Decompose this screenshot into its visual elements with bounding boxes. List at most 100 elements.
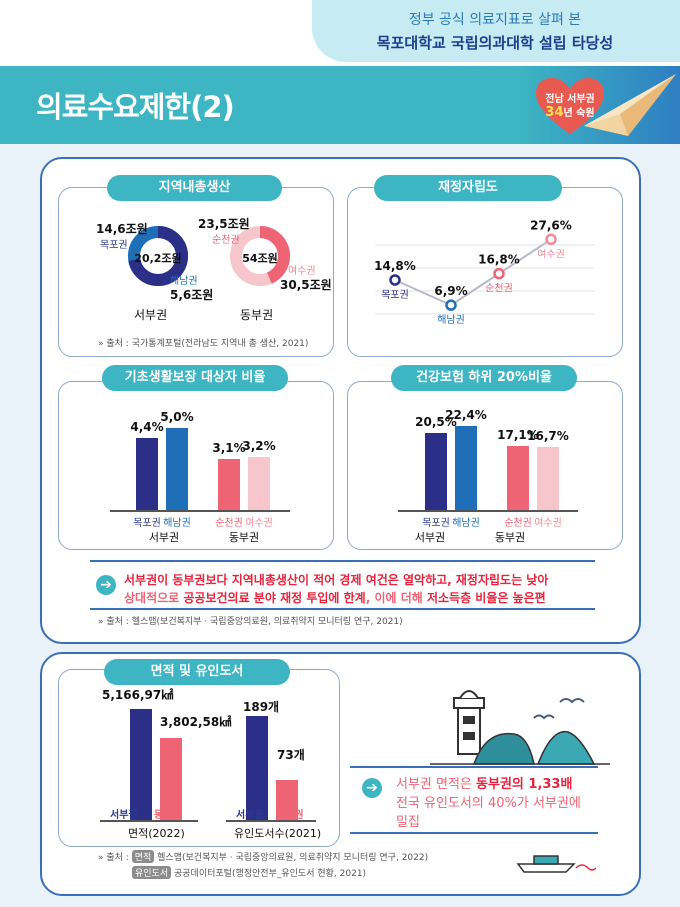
grdp-yeosu-label: 여수권 [288, 266, 316, 277]
fiscal-point [389, 274, 401, 286]
wave-icon [575, 864, 596, 871]
heart-icon [536, 78, 604, 134]
lighthouse-dome [459, 690, 479, 699]
bar-value-label: 16,7% [527, 429, 569, 444]
lighthouse-illustration [430, 690, 610, 765]
chevron-right-icon: » [98, 339, 107, 349]
grdp-yeosu-value: 30,5조원 [280, 278, 332, 292]
grdp-haenam-label: 해남권 [170, 276, 198, 287]
fiscal-category-label: 여수권 [537, 248, 565, 260]
fiscal-point [493, 267, 505, 280]
grdp-source: » 출처 : 국가통계포털(전라남도 지역내 총 생산, 2021) [98, 336, 308, 349]
bar [537, 447, 559, 510]
insurance-title: 건강보험 하위 20%비율 [391, 365, 577, 391]
fiscal-line-chart: 14,8% 목포권 6,9% 해남권 16,8% 순천권 27,6% 여수권 [374, 218, 595, 326]
lighthouse-icon [457, 705, 481, 755]
area-source-text2: 공공데이터포털(행정안전부_유인도서 현황, 2021) [174, 869, 367, 879]
bar [246, 716, 268, 820]
badge-line2: 34년 숙원 [534, 104, 606, 120]
island-east-label: 동부권 [276, 810, 304, 821]
paper-plane-icon [584, 74, 676, 136]
grdp-suncheon-value: 23,5조원 [198, 217, 250, 231]
donut-slice-suncheon [230, 226, 290, 286]
badge-line1: 전남 서부권 [545, 94, 595, 105]
bar [130, 709, 152, 820]
conclusion1-line2-c: , 이에 더해 [365, 591, 427, 605]
bar-category-label: 순천권 [504, 518, 532, 529]
grdp-west-caption: 서부권 [134, 308, 168, 322]
conclusion-divider-bottom [90, 608, 595, 610]
area-west-value: 5,166,97㎢ [102, 688, 174, 702]
west-donut [128, 226, 188, 286]
basic-living-box [58, 381, 334, 550]
island-west-value: 189개 [243, 700, 280, 714]
fiscal-value-label: 6,9% [434, 284, 467, 298]
bar [276, 779, 298, 820]
arrow-right-icon: ➔ [96, 575, 116, 595]
area-caption: 면적(2022) [128, 827, 185, 840]
source2-text: 출처 : 헬스맵(보건복지부 · 국립중앙의료원, 의료취약지 모니터링 연구,… [106, 617, 403, 627]
grdp-mokpo-label: 목포권 [100, 240, 128, 251]
bar-category-label: 여수권 [534, 518, 562, 529]
area-conclusion-divider-bottom [350, 832, 598, 834]
insurance-group-east: 동부권 [494, 531, 526, 544]
island-icon [536, 730, 596, 765]
bar-value-label: 3,1% [212, 441, 246, 456]
bar-category-label: 순천권 [215, 518, 243, 529]
bar-value-label: 3,2% [242, 439, 276, 454]
island-caption: 유인도서수(2021) [234, 827, 322, 840]
basic-living-group-west: 서부권 [148, 531, 180, 544]
grdp-haenam-value: 5,6조원 [170, 288, 214, 302]
area-source-tag1: 면적 [131, 850, 155, 863]
area-conclusion-l1a: 서부권 면적은 [396, 777, 477, 792]
conclusion1-line2-b: 공공보건의료 분야 재정 투입에 한계 [183, 591, 366, 605]
bird-icon [559, 698, 585, 704]
arrow-right-icon: ➔ [362, 778, 382, 798]
basic-living-group-east: 동부권 [228, 531, 260, 544]
badge-suffix: 년 숙원 [563, 108, 595, 119]
bar [166, 427, 188, 510]
conclusion1-line2: 상대적으로 공공보건의료 분야 재정 투입에 한계, 이에 더해 저소득층 비율… [124, 589, 546, 606]
bar [248, 457, 270, 510]
header-subtitle: 정부 공식 의료지표로 살펴 본 [408, 12, 582, 28]
area-east-label: 동부권 [154, 810, 182, 821]
conclusion1-line2-a: 상대적으로 [124, 591, 184, 605]
fiscal-value-label: 27,6% [530, 218, 572, 232]
conclusion-divider-top [90, 560, 595, 562]
grdp-east-center: 54조원 [242, 252, 278, 265]
fiscal-title: 재정자립도 [374, 175, 562, 201]
boat-icon [516, 863, 576, 873]
area-source-line1: » 출처 : 면적 헬스맵(보건복지부 · 국립중앙의료원, 의료취약지 모니터… [98, 850, 428, 863]
bar-category-label: 목포권 [422, 518, 450, 529]
fiscal-category-label: 해남권 [437, 313, 465, 326]
area-axis [100, 820, 198, 822]
fiscal-series-line [394, 238, 552, 307]
lighthouse-window [463, 716, 475, 724]
donut-slice-mokpo [128, 226, 188, 286]
east-donut [230, 226, 290, 286]
island-east-value: 73개 [277, 748, 305, 762]
area-chart [58, 669, 338, 845]
insurance-axis [398, 510, 578, 512]
fiscal-value-label: 16,8% [478, 253, 520, 267]
basic-living-title: 기초생활보장 대상자 비율 [102, 365, 288, 391]
bird-icon [533, 714, 555, 720]
insurance-box [347, 381, 623, 550]
lighthouse-window [463, 732, 475, 740]
bar [136, 437, 158, 510]
bar-category-label: 여수권 [245, 518, 273, 529]
area-conclusion-line2: 전국 유인도서의 40%가 서부권에 [396, 796, 581, 811]
basic-living-axis [110, 510, 290, 512]
grdp-suncheon-label: 순천권 [212, 235, 240, 246]
fiscal-point [545, 233, 557, 246]
grdp-source-text: 출처 : 국가통계포털(전라남도 지역내 총 생산, 2021) [106, 339, 309, 349]
conclusion1-line1: 서부권이 동부권보다 지역내총생산이 적어 경제 여건은 열악하고, 재정자립도… [124, 573, 549, 587]
fiscal-box [347, 187, 623, 357]
bar-value-label: 17,1% [497, 427, 539, 442]
fiscal-value-label: 14,8% [374, 259, 416, 273]
bar [507, 445, 529, 510]
boat-illustration [516, 855, 596, 873]
grdp-box [58, 187, 334, 357]
basic-living-chart: 4,4% 목포권 5,0% 해남권 3,1% 순천권 3,2% 여수권 [58, 381, 332, 548]
bar [455, 425, 477, 510]
